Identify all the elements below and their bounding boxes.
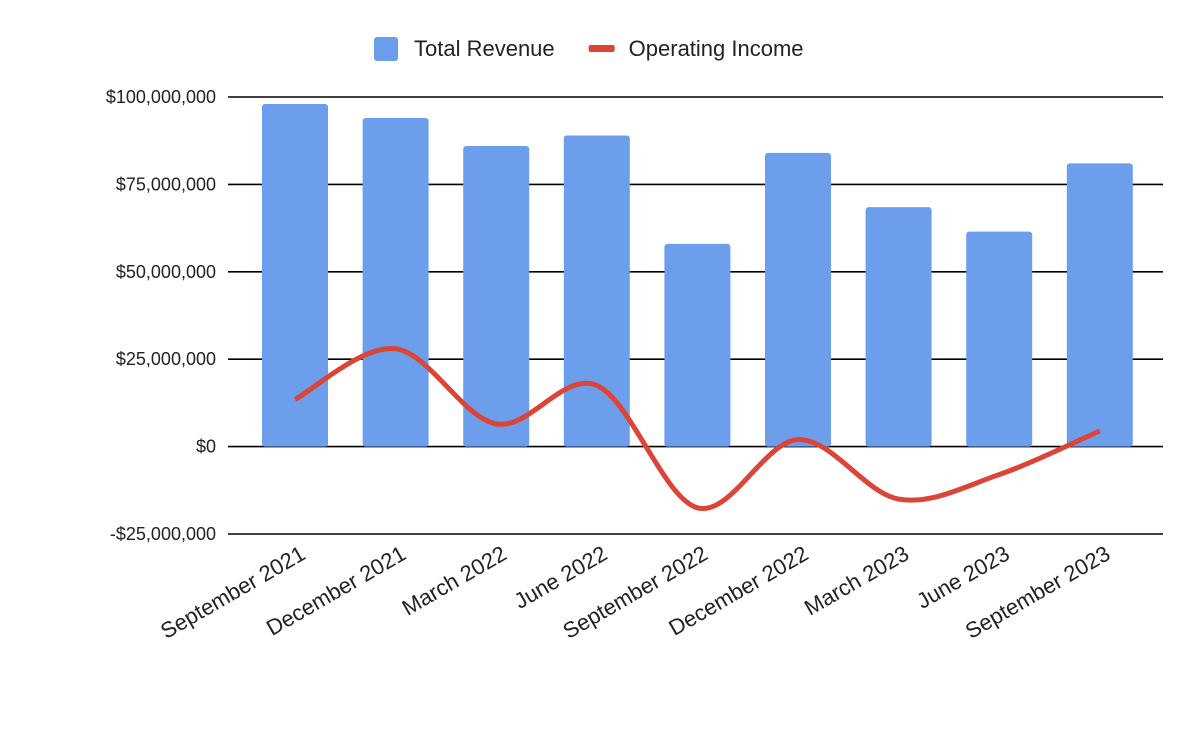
legend-item-total-revenue[interactable]: Total Revenue [374,36,555,61]
legend-label: Total Revenue [414,36,555,61]
bar-total-revenue[interactable] [564,135,630,446]
y-tick-label: $0 [196,437,216,457]
bar-total-revenue[interactable] [463,146,529,447]
x-tick-label: March 2022 [398,541,511,621]
bar-total-revenue[interactable] [866,207,932,446]
bar-total-revenue[interactable] [664,244,730,447]
y-tick-label: $50,000,000 [116,262,216,282]
legend-swatch-total-revenue [374,37,398,61]
bar-total-revenue[interactable] [966,232,1032,447]
legend: Total Revenue Operating Income [374,36,804,61]
bar-total-revenue[interactable] [1067,163,1133,446]
x-tick-label: March 2023 [800,541,913,621]
y-tick-label: $75,000,000 [116,174,216,194]
y-tick-label: $100,000,000 [106,87,216,107]
y-tick-label: -$25,000,000 [110,524,216,544]
y-axis-ticks: $100,000,000 $75,000,000 $50,000,000 $25,00… [106,87,216,544]
y-tick-label: $25,000,000 [116,349,216,369]
legend-item-operating-income[interactable]: Operating Income [589,36,804,61]
bar-total-revenue[interactable] [765,153,831,447]
bar-series-layer [262,104,1133,447]
bar-total-revenue[interactable] [363,118,429,447]
legend-swatch-operating-income [589,45,615,52]
bar-total-revenue[interactable] [262,104,328,447]
legend-label: Operating Income [629,36,804,61]
